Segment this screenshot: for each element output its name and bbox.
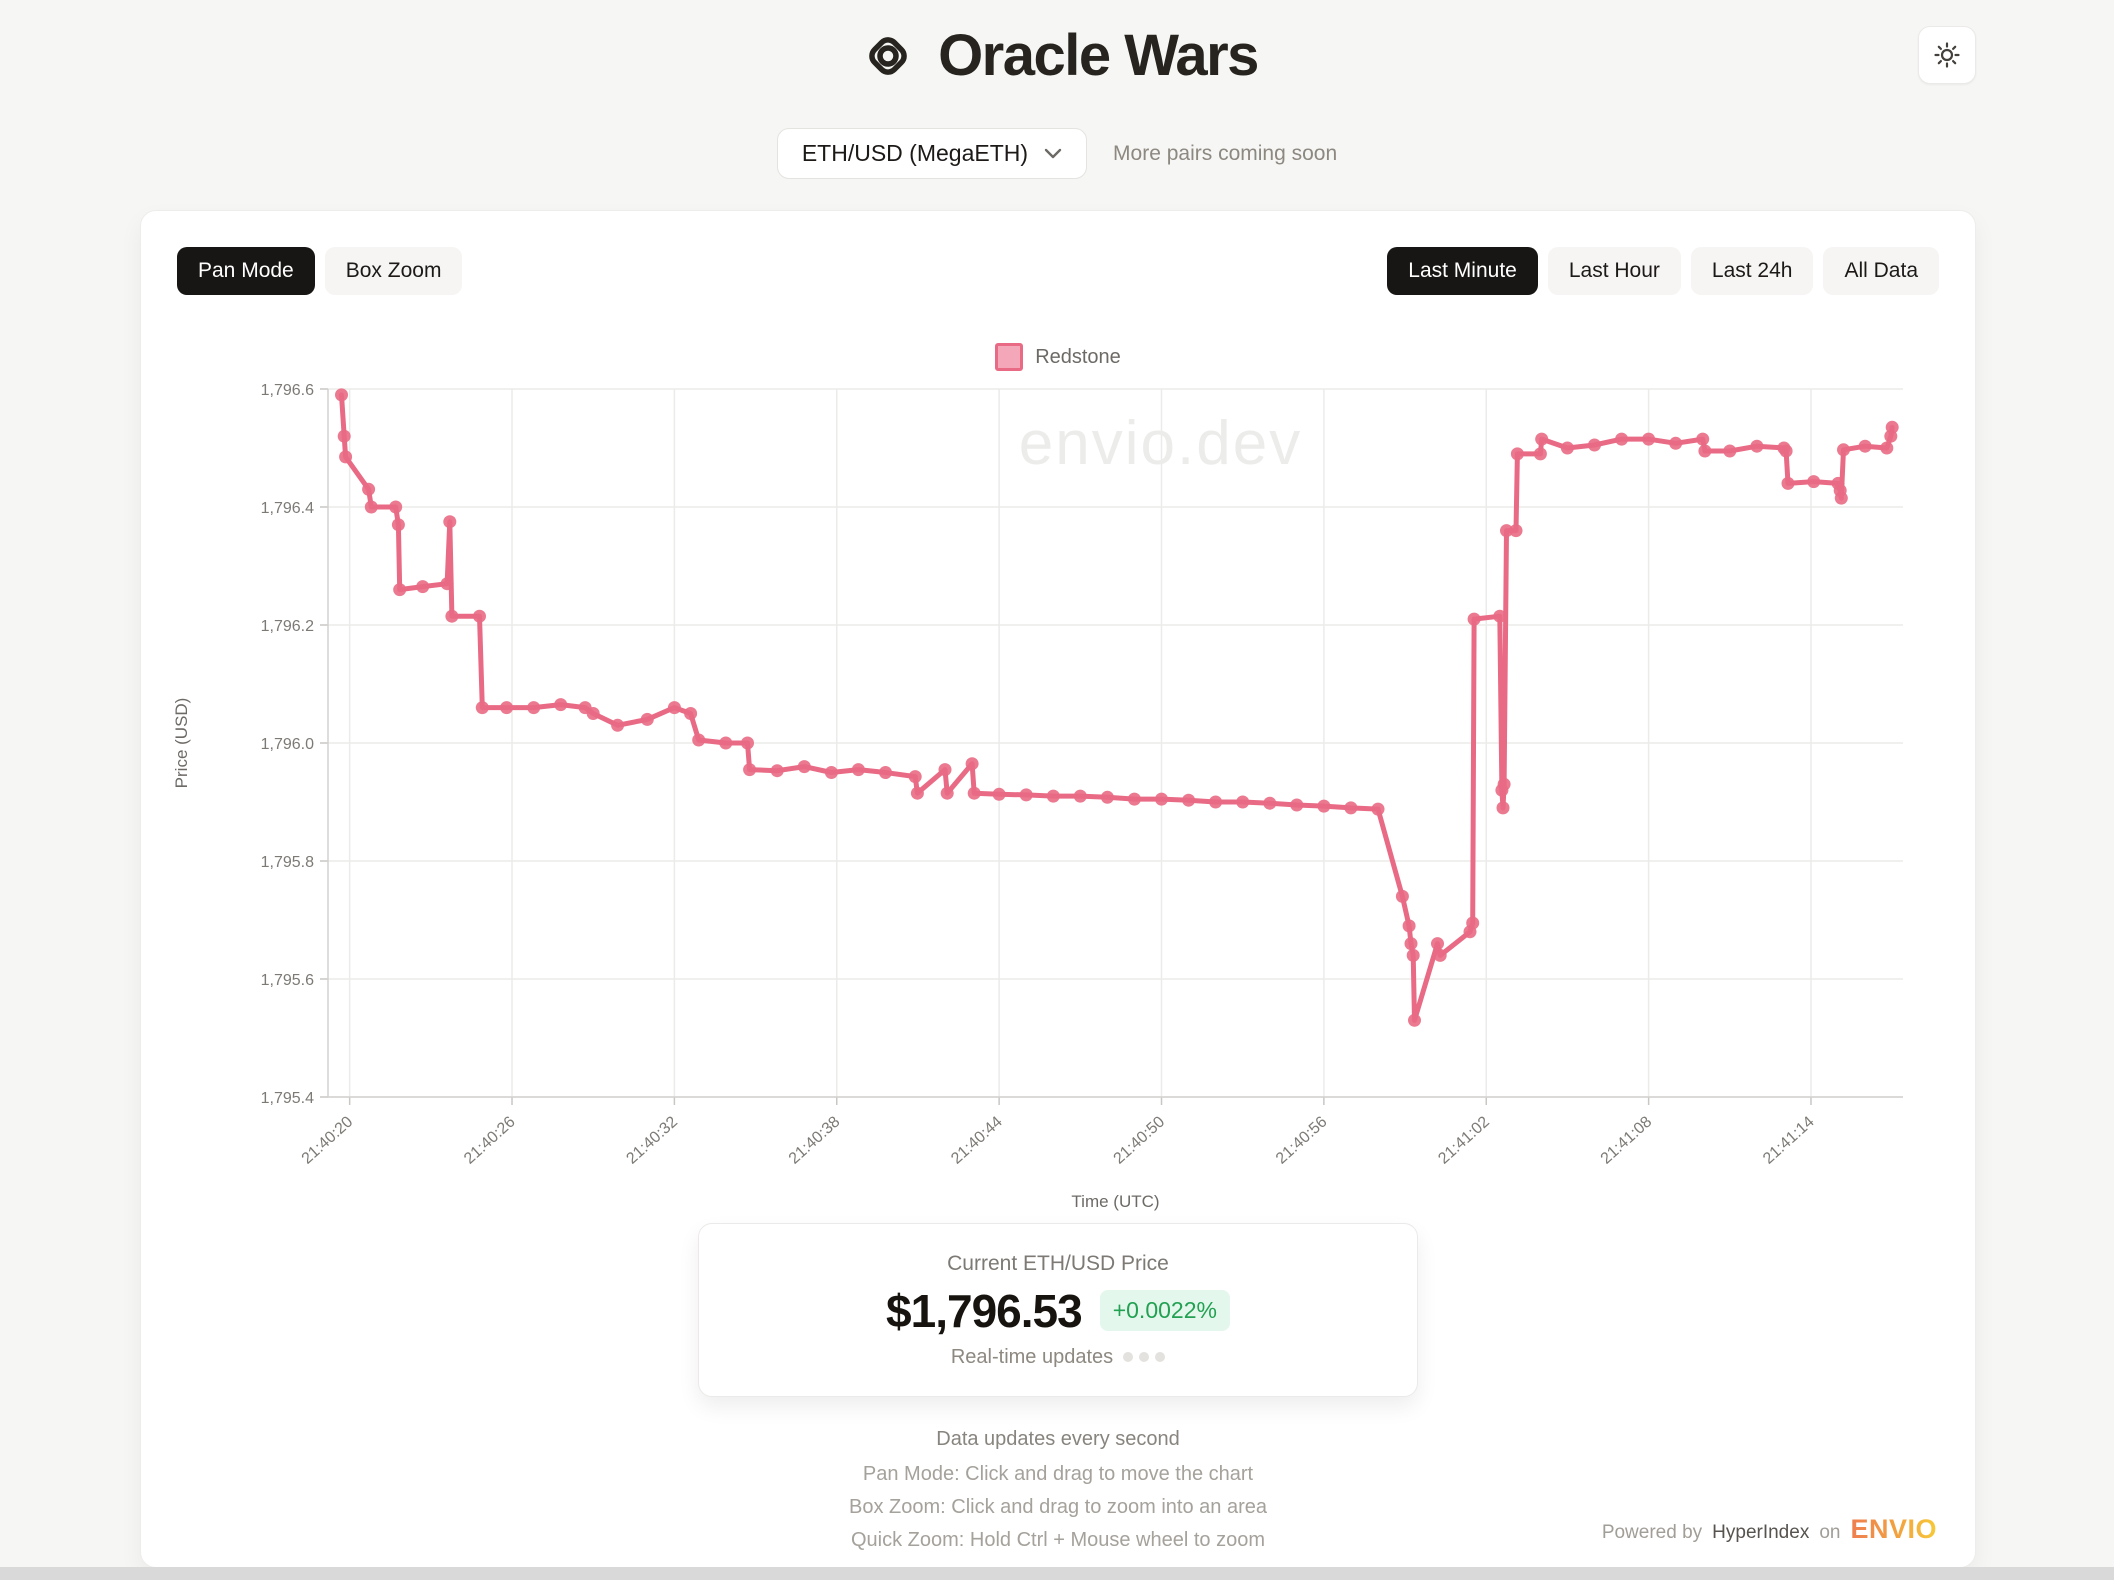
price-chart[interactable]: 1,795.4 1,795.6 1,795.8 1,796.0 1,796.2 1,796…: [163, 379, 1953, 1219]
hyperindex-link[interactable]: HyperIndex: [1712, 1522, 1810, 1543]
svg-text:21:40:50: 21:40:50: [1111, 1113, 1169, 1167]
svg-text:21:40:44: 21:40:44: [948, 1113, 1006, 1167]
svg-text:21:41:14: 21:41:14: [1760, 1113, 1818, 1167]
svg-text:1,796.6: 1,796.6: [261, 382, 314, 399]
bottom-strip: [0, 1567, 2114, 1580]
hint-line: Quick Zoom: Hold Ctrl + Mouse wheel to z…: [850, 1529, 1266, 1551]
chart-toolbar: Pan Mode Box Zoom Last Minute Last Hour …: [177, 247, 1939, 295]
theme-toggle-button[interactable]: [1918, 26, 1976, 84]
svg-text:21:40:20: 21:40:20: [299, 1113, 357, 1167]
svg-text:21:40:38: 21:40:38: [786, 1113, 844, 1167]
svg-text:envio.dev: envio.dev: [1019, 409, 1302, 478]
redstone-legend-swatch: [995, 343, 1024, 371]
usage-hints: Data updates every second Pan Mode: Clic…: [141, 1423, 1975, 1557]
svg-text:1,796.4: 1,796.4: [261, 500, 314, 517]
credits: Powered by HyperIndex on ENVIO: [1602, 1514, 1937, 1545]
svg-text:21:41:02: 21:41:02: [1435, 1113, 1493, 1167]
on-label: on: [1819, 1522, 1841, 1543]
range-last-24h-button[interactable]: Last 24h: [1690, 247, 1814, 295]
range-last-hour-button[interactable]: Last Hour: [1547, 247, 1681, 295]
current-price-value: $1,796.53: [886, 1284, 1083, 1337]
range-last-minute-button[interactable]: Last Minute: [1387, 247, 1538, 295]
svg-text:21:41:08: 21:41:08: [1598, 1113, 1656, 1167]
svg-text:21:40:26: 21:40:26: [461, 1113, 519, 1167]
hint-line: Pan Mode: Click and drag to move the cha…: [862, 1463, 1254, 1485]
chevron-down-icon: [1044, 148, 1062, 158]
svg-text:1,796.0: 1,796.0: [261, 736, 314, 753]
sun-icon: [1934, 42, 1960, 68]
hint-line: Box Zoom: Click and drag to zoom into an…: [849, 1496, 1267, 1518]
page-title: Oracle Wars: [938, 23, 1259, 88]
svg-text:1,795.4: 1,795.4: [261, 1090, 314, 1107]
box-zoom-button[interactable]: Box Zoom: [324, 247, 463, 295]
range-all-data-button[interactable]: All Data: [1823, 247, 1939, 295]
live-update-dots: [1123, 1352, 1166, 1362]
range-buttons: Last Minute Last Hour Last 24h All Data: [1387, 247, 1939, 295]
price-card-title: Current ETH/USD Price: [947, 1251, 1169, 1275]
price-change-badge: +0.0022%: [1099, 1290, 1230, 1331]
pairs-coming-soon-note: More pairs coming soon: [1113, 141, 1338, 165]
page-header: Oracle Wars: [0, 0, 2114, 120]
svg-text:1,795.6: 1,795.6: [261, 972, 314, 989]
legend-label: Redstone: [1035, 345, 1121, 368]
pair-selector[interactable]: ETH/USD (MegaETH): [776, 128, 1088, 179]
hint-line: Data updates every second: [936, 1428, 1180, 1450]
pair-selector-value: ETH/USD (MegaETH): [801, 140, 1029, 166]
diamond-o-icon: [869, 36, 907, 75]
brand: Oracle Wars: [0, 22, 2114, 89]
svg-text:1,796.2: 1,796.2: [261, 618, 314, 635]
pan-mode-button[interactable]: Pan Mode: [177, 247, 315, 295]
pair-row: ETH/USD (MegaETH) More pairs coming soon: [0, 128, 2114, 179]
mode-buttons: Pan Mode Box Zoom: [177, 247, 463, 295]
chart-card: Pan Mode Box Zoom Last Minute Last Hour …: [140, 210, 1976, 1568]
envio-logo[interactable]: ENVIO: [1850, 1514, 1937, 1544]
svg-text:21:40:56: 21:40:56: [1273, 1113, 1331, 1167]
realtime-updates-label: Real-time updates: [950, 1345, 1114, 1368]
svg-text:Time (UTC): Time (UTC): [1071, 1192, 1159, 1211]
svg-text:21:40:32: 21:40:32: [623, 1113, 681, 1167]
svg-text:Price (USD): Price (USD): [172, 698, 191, 789]
current-price-card: Current ETH/USD Price $1,796.53 +0.0022%…: [698, 1223, 1418, 1397]
chart-legend[interactable]: Redstone: [141, 343, 1975, 371]
powered-by-label: Powered by: [1601, 1522, 1703, 1543]
svg-text:1,795.8: 1,795.8: [261, 854, 314, 871]
